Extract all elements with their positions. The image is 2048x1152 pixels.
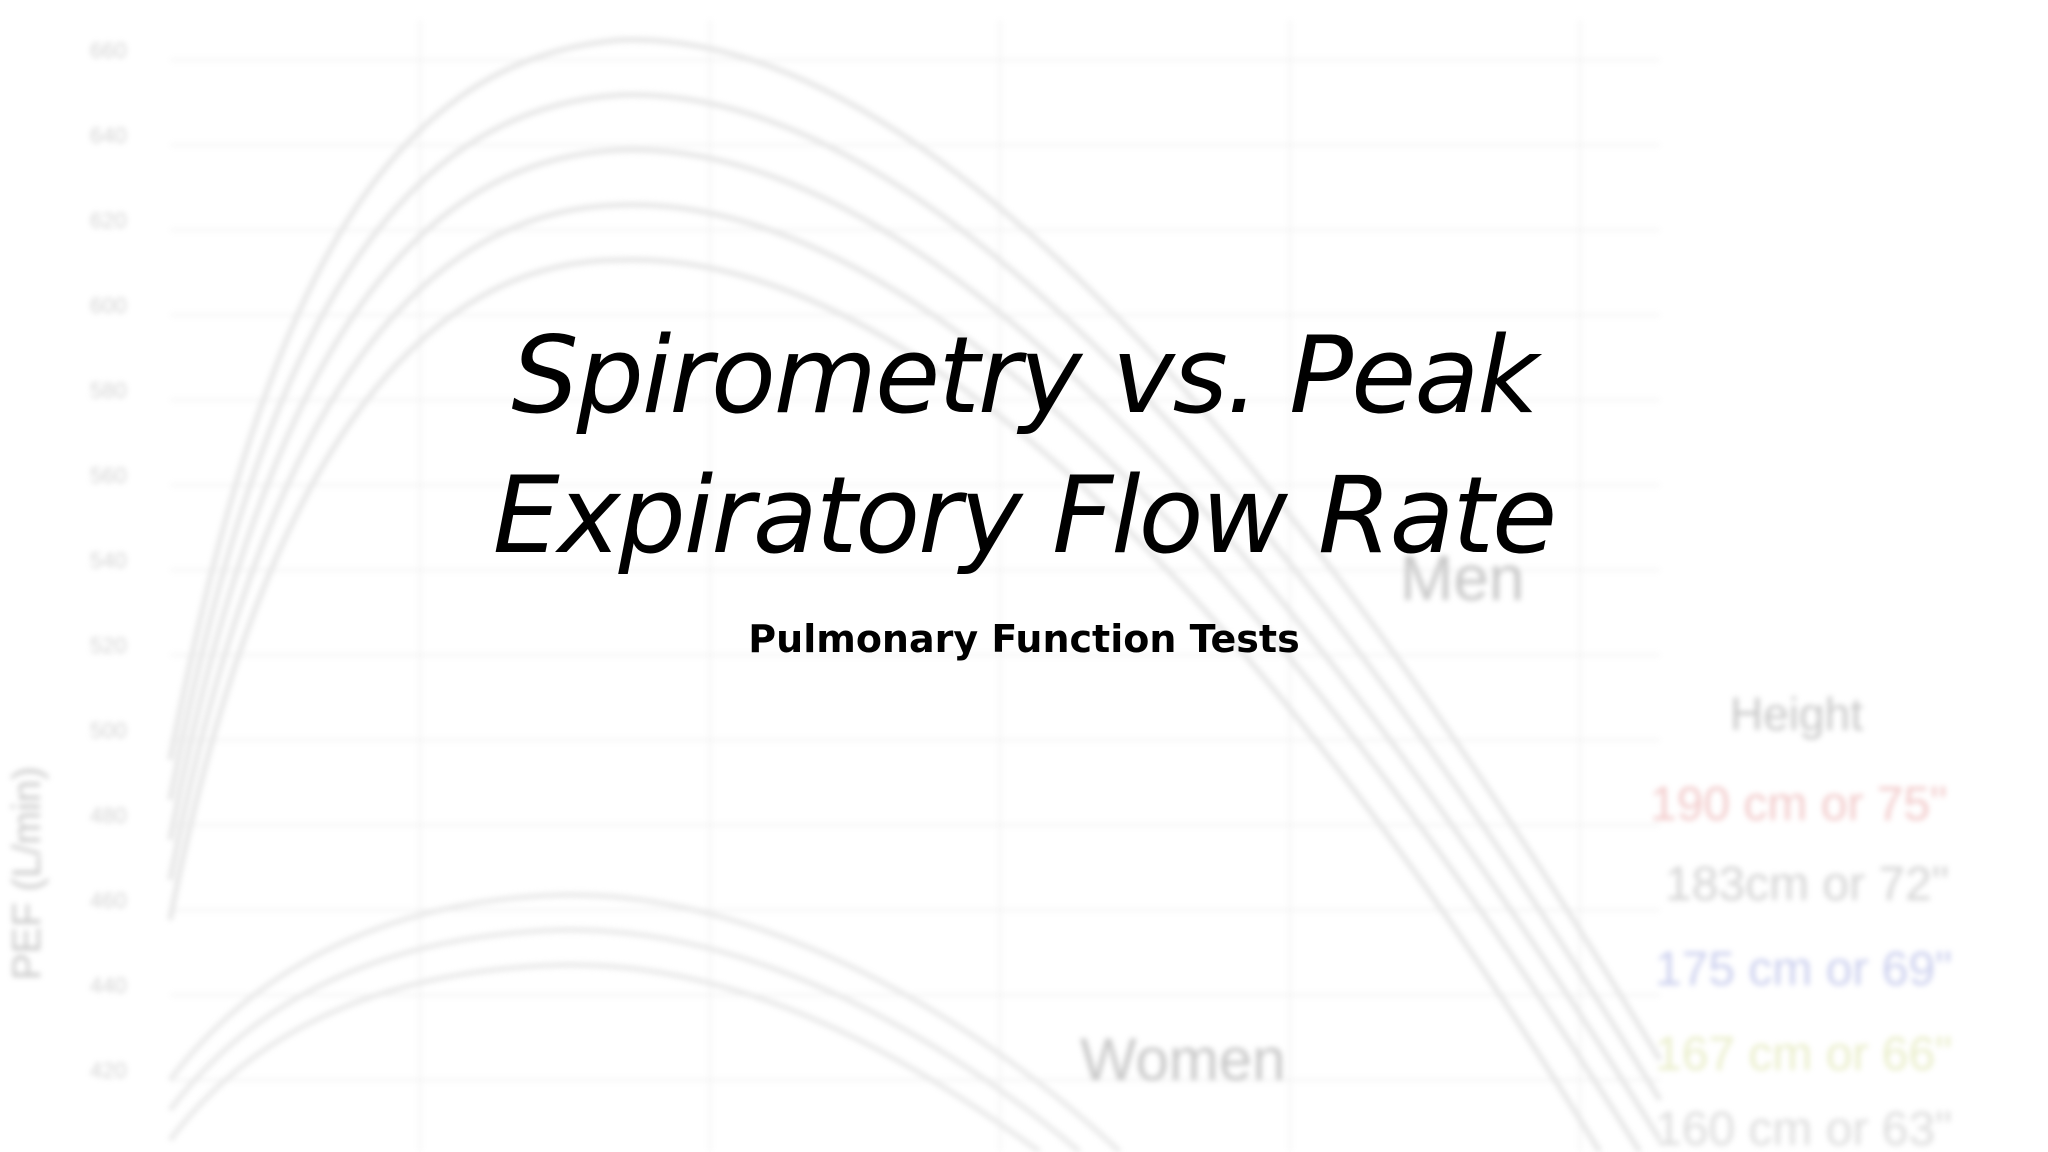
svg-text:640: 640 [90, 123, 127, 148]
y-tick-labels: 660 640 620 600 580 560 540 520 500 480 … [90, 38, 127, 1083]
legend-item: 167 cm or 66" [1655, 1028, 1952, 1081]
legend-item: 160 cm or 63" [1655, 1103, 1952, 1152]
slide-title: Spirometry vs. Peak Expiratory Flow Rate [424, 306, 1624, 586]
svg-text:520: 520 [90, 633, 127, 658]
legend-item: 190 cm or 75" [1650, 778, 1947, 831]
women-label: Women [1080, 1026, 1286, 1093]
legend-item: 183cm or 72" [1665, 858, 1949, 911]
svg-text:660: 660 [90, 38, 127, 63]
svg-text:480: 480 [90, 803, 127, 828]
svg-text:540: 540 [90, 548, 127, 573]
men-label: Men [1400, 542, 1525, 614]
svg-text:580: 580 [90, 378, 127, 403]
slide-title-line-2: Expiratory Flow Rate [492, 454, 1557, 577]
svg-text:460: 460 [90, 888, 127, 913]
legend-title: Height [1730, 688, 1863, 740]
svg-text:600: 600 [90, 293, 127, 318]
y-axis-label: PEF (L/min) [5, 767, 49, 980]
svg-text:440: 440 [90, 973, 127, 998]
slide-subtitle: Pulmonary Function Tests [748, 617, 1300, 661]
svg-text:500: 500 [90, 718, 127, 743]
svg-text:420: 420 [90, 1058, 127, 1083]
svg-text:560: 560 [90, 463, 127, 488]
background-grid [170, 20, 1660, 1152]
slide-title-line-1: Spirometry vs. Peak [511, 314, 1538, 437]
women-curves [168, 892, 1122, 1152]
svg-text:620: 620 [90, 208, 127, 233]
legend-item: 175 cm or 69" [1655, 943, 1952, 996]
men-curves [167, 37, 1663, 1152]
legend: 190 cm or 75" 183cm or 72" 175 cm or 69"… [1650, 778, 1952, 1152]
